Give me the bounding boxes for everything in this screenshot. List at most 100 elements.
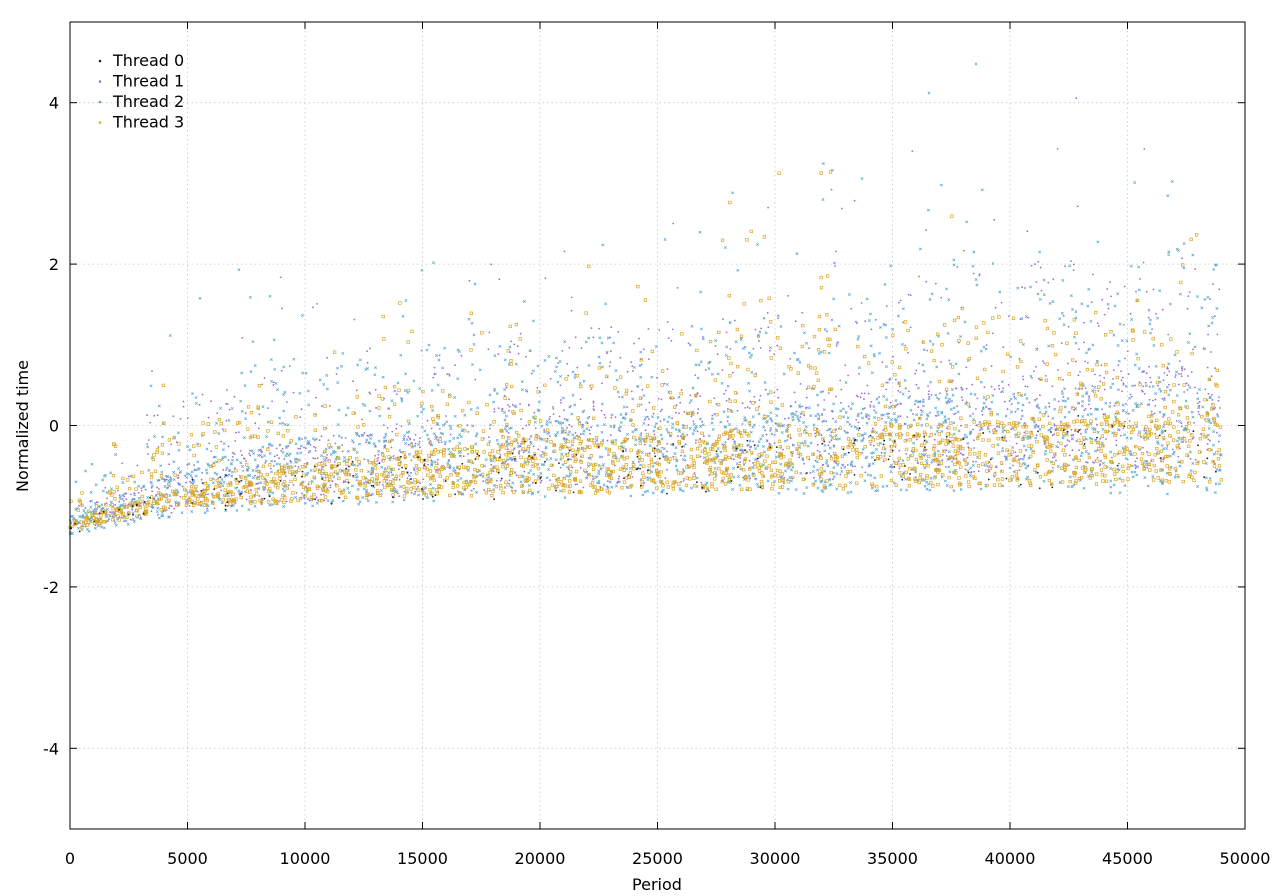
data-point [1208,395,1212,399]
data-point [522,427,524,430]
data-point [682,444,686,448]
data-point [435,354,439,357]
data-point [926,464,930,468]
data-point [699,455,702,458]
data-point [594,435,599,440]
data-point [716,447,720,450]
data-point [582,486,585,489]
data-point [584,311,588,315]
data-point [828,441,831,443]
data-point [1040,289,1043,292]
data-point [606,439,609,442]
data-point [1071,449,1074,452]
data-point [1218,288,1221,291]
data-point [649,460,654,464]
data-point [488,440,492,444]
data-point [591,475,594,477]
data-point [1121,469,1125,474]
data-point [689,399,693,403]
data-point [320,493,322,496]
data-point [1186,389,1189,391]
data-point [474,378,477,381]
data-point [255,470,257,472]
data-point [946,331,950,335]
data-point [1156,440,1160,444]
data-point [448,374,451,377]
data-point [683,411,686,413]
data-point [749,400,752,403]
data-point [1001,426,1005,430]
data-point [683,478,685,480]
data-point [998,388,1001,390]
data-point [149,472,154,476]
data-point [850,307,853,310]
data-point [1073,263,1075,266]
data-point [936,449,940,453]
data-point [1147,463,1151,467]
data-point [726,420,729,423]
data-point [768,349,771,352]
data-point [545,423,549,426]
data-point [979,487,983,491]
data-point [503,418,507,422]
data-point [367,470,371,474]
data-point [1116,344,1120,347]
data-point [1170,180,1174,184]
data-point [934,393,938,397]
data-point [329,405,331,407]
data-point [1037,377,1040,380]
data-point [322,382,326,386]
data-point [1149,376,1152,379]
data-point [713,466,717,470]
data-point [186,464,189,466]
data-point [466,424,469,427]
data-point [89,500,92,503]
data-point [400,397,403,400]
data-point [370,473,373,476]
data-point [366,350,368,352]
data-point [1196,295,1199,299]
data-point [757,412,761,416]
data-point [1070,428,1073,431]
data-point [618,396,621,398]
data-point [471,424,475,428]
data-point [420,268,424,272]
data-point [796,414,799,418]
data-point [313,428,317,432]
data-point [504,460,507,463]
data-point [888,433,892,437]
data-point [1048,469,1052,474]
data-point [356,425,360,429]
data-point [165,478,168,481]
data-point [1099,374,1101,377]
data-point [705,486,710,491]
data-point [179,472,181,474]
data-point [398,468,400,470]
data-point [1086,304,1090,308]
data-point [770,419,774,423]
data-point [545,476,549,480]
data-point [147,468,151,472]
data-point [756,243,759,247]
data-point [757,440,761,444]
data-point [100,507,103,510]
data-point [261,450,263,453]
data-point [809,441,813,445]
data-point [315,501,319,505]
data-point [1054,429,1057,432]
data-point [651,491,655,495]
data-point [748,448,751,451]
data-point [964,468,967,471]
data-point [386,474,389,477]
data-point [576,416,580,420]
data-point [748,389,752,393]
data-point [769,400,773,404]
data-point [814,435,817,438]
data-point [188,496,191,499]
data-point [566,427,568,429]
data-point [1056,465,1060,468]
data-point [1101,408,1103,411]
data-point [483,464,486,468]
data-point [1060,420,1062,423]
data-point [415,471,419,475]
